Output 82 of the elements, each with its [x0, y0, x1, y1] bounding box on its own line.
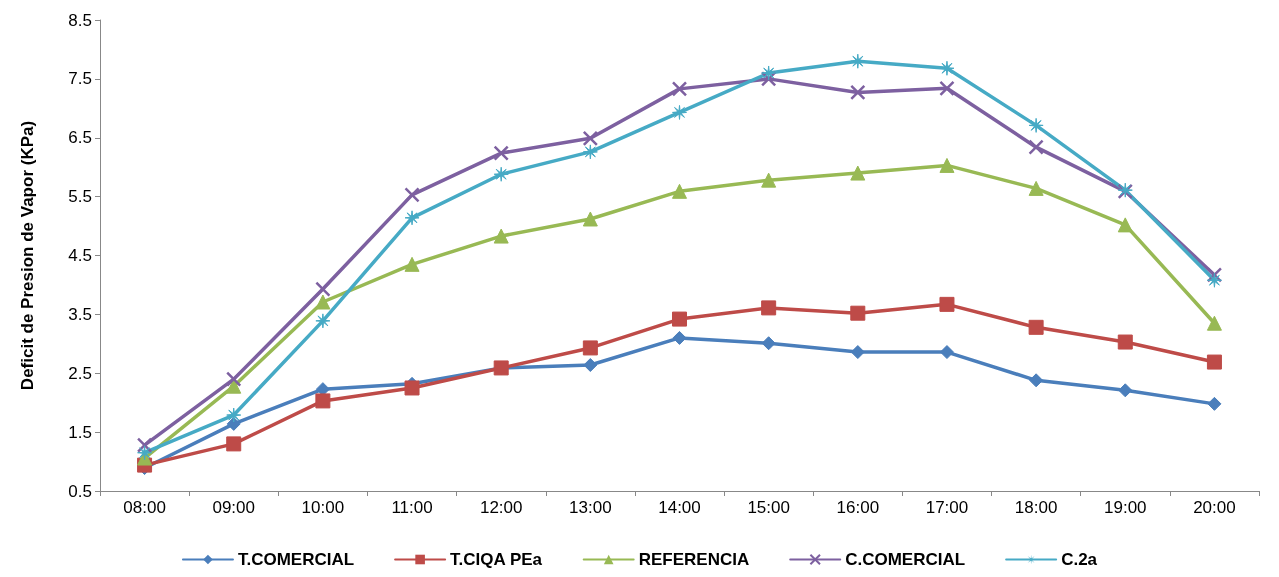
point	[850, 305, 866, 321]
point	[582, 130, 599, 147]
point	[671, 81, 688, 97]
point	[404, 187, 420, 203]
x-tick-label: 11:00	[391, 498, 433, 517]
point	[1028, 180, 1044, 196]
point	[850, 165, 866, 181]
x-tick-label: 15:00	[747, 498, 790, 517]
point	[1028, 139, 1044, 155]
point	[1206, 272, 1222, 288]
y-tick-label: 7.5	[68, 69, 92, 89]
point	[761, 300, 777, 316]
point	[850, 53, 866, 69]
point	[315, 313, 331, 329]
point	[939, 345, 954, 360]
point	[136, 437, 153, 453]
x-tick-label: 09:00	[212, 498, 255, 517]
point	[761, 172, 777, 188]
point	[672, 311, 687, 327]
point	[1118, 383, 1133, 398]
point	[761, 65, 777, 81]
y-axis-title: Deficit de Presion de Vapor (KPa)	[18, 120, 37, 391]
x-tick-label: 14:00	[658, 498, 701, 517]
point	[939, 157, 955, 173]
point	[493, 166, 509, 182]
point	[493, 145, 509, 161]
legend-label: C.COMERCIAL	[845, 550, 966, 569]
point	[582, 144, 598, 160]
y-tick-label: 6.5	[68, 128, 92, 148]
x-tick-label: 19:00	[1104, 498, 1147, 517]
point	[137, 445, 153, 461]
point	[1117, 217, 1133, 233]
legend-label: C.2a	[1061, 550, 1098, 569]
x-tick-label: 18:00	[1014, 498, 1058, 517]
point	[225, 371, 242, 387]
point	[1206, 315, 1222, 331]
point	[404, 256, 420, 272]
y-tick-label: 1.5	[68, 422, 92, 442]
x-tick-label: 12:00	[479, 498, 523, 517]
point	[1029, 373, 1044, 388]
x-tick-label: 16:00	[836, 498, 880, 517]
point	[672, 183, 687, 199]
x-tick-label: 20:00	[1193, 498, 1236, 517]
point	[582, 211, 598, 227]
y-tick-label: 2.5	[68, 363, 92, 383]
y-tick-label: 5.5	[68, 187, 92, 207]
legend-label: T.COMERCIAL	[237, 550, 355, 569]
point	[850, 84, 866, 101]
y-tick-label: 0.5	[68, 481, 92, 501]
x-tick-label: 08:00	[123, 498, 166, 517]
point	[1207, 396, 1222, 411]
point	[226, 436, 242, 452]
point	[850, 345, 865, 360]
point	[1028, 117, 1044, 133]
y-tick-label: 4.5	[68, 246, 92, 265]
point	[1117, 334, 1133, 350]
point	[1206, 354, 1222, 370]
point	[672, 330, 687, 345]
legend-label: T.CIQA PEa	[450, 550, 543, 569]
x-tick-label: 10:00	[301, 498, 345, 517]
legend-label: REFERENCIA	[638, 550, 750, 569]
point	[582, 340, 598, 356]
point	[315, 281, 331, 297]
point	[939, 80, 955, 97]
y-tick-label: 3.5	[68, 304, 92, 324]
point	[493, 228, 509, 244]
point	[760, 71, 777, 87]
x-tick-label: 13:00	[569, 498, 612, 517]
point	[672, 104, 687, 120]
point	[1028, 319, 1044, 335]
y-tick-label: 8.5	[68, 10, 92, 30]
point	[939, 296, 955, 312]
point	[226, 416, 241, 431]
x-tick-label: 17:00	[925, 498, 969, 517]
point	[315, 294, 331, 310]
point	[404, 210, 420, 226]
point	[583, 358, 598, 373]
point	[226, 407, 242, 423]
point	[315, 393, 331, 409]
point	[939, 60, 955, 76]
point	[761, 336, 776, 351]
point	[1206, 267, 1223, 283]
